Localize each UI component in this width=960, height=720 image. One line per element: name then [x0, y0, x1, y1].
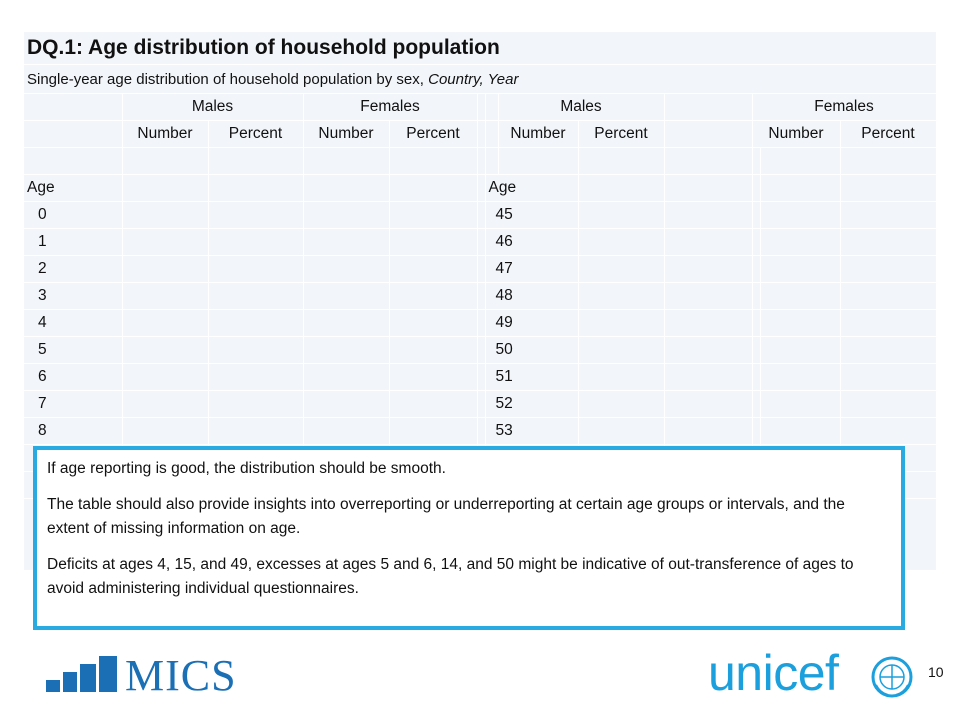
page-number: 10 — [928, 664, 944, 680]
table-row: 8 53 — [24, 417, 937, 445]
number-header: Number — [122, 120, 209, 148]
table-row: 5 50 — [24, 336, 937, 364]
unicef-logo: unicef — [708, 645, 918, 702]
age-cell-left: 6 — [24, 363, 123, 391]
table-row: 2 47 — [24, 255, 937, 283]
percent-header: Percent — [208, 120, 304, 148]
age-cell-right: 52 — [485, 390, 579, 418]
unicef-logo-text: unicef — [708, 645, 839, 701]
age-label-left: Age — [24, 174, 123, 202]
age-cell-right: 48 — [485, 282, 579, 310]
number-header: Number — [498, 120, 579, 148]
table-title: DQ.1: Age distribution of household popu… — [24, 32, 937, 65]
age-cell-right: 51 — [485, 363, 579, 391]
data-table-container: DQ.1: Age distribution of household popu… — [24, 32, 937, 570]
age-cell-left: 2 — [24, 255, 123, 283]
age-cell-left: 0 — [24, 201, 123, 229]
percent-header: Percent — [389, 120, 478, 148]
table-row: 4 49 — [24, 309, 937, 337]
age-cell-left: 7 — [24, 390, 123, 418]
note-line-2: The table should also provide insights i… — [47, 496, 845, 537]
note-line-1: If age reporting is good, the distributi… — [47, 460, 446, 477]
mics-logo-text: MICS — [125, 651, 237, 700]
table-row: 1 46 — [24, 228, 937, 256]
age-cell-left: 5 — [24, 336, 123, 364]
note-line-3: Deficits at ages 4, 15, and 49, excesses… — [47, 556, 854, 597]
table-row: 0 45 — [24, 201, 937, 229]
age-label-right: Age — [485, 174, 579, 202]
males-header-left: Males — [122, 93, 304, 121]
number-header: Number — [752, 120, 841, 148]
females-header-right: Females — [752, 93, 937, 121]
mics-logo: MICS — [46, 651, 246, 700]
age-cell-right: 53 — [485, 417, 579, 445]
age-cell-left: 1 — [24, 228, 123, 256]
percent-header: Percent — [840, 120, 937, 148]
age-cell-right: 50 — [485, 336, 579, 364]
age-cell-right: 47 — [485, 255, 579, 283]
table-subtitle: Single-year age distribution of househol… — [24, 64, 937, 94]
number-header: Number — [303, 120, 390, 148]
age-cell-left: 8 — [24, 417, 123, 445]
table-row: 3 48 — [24, 282, 937, 310]
unicef-emblem-icon — [871, 656, 913, 698]
age-cell-right: 49 — [485, 309, 579, 337]
annotation-callout: If age reporting is good, the distributi… — [33, 446, 905, 630]
age-distribution-table: DQ.1: Age distribution of household popu… — [24, 32, 937, 499]
age-cell-left: 4 — [24, 309, 123, 337]
table-row: 6 51 — [24, 363, 937, 391]
age-cell-left: 3 — [24, 282, 123, 310]
percent-header: Percent — [578, 120, 665, 148]
age-cell-right: 46 — [485, 228, 579, 256]
males-header-right: Males — [498, 93, 665, 121]
age-cell-right: 45 — [485, 201, 579, 229]
females-header-left: Females — [303, 93, 478, 121]
table-row: 7 52 — [24, 390, 937, 418]
